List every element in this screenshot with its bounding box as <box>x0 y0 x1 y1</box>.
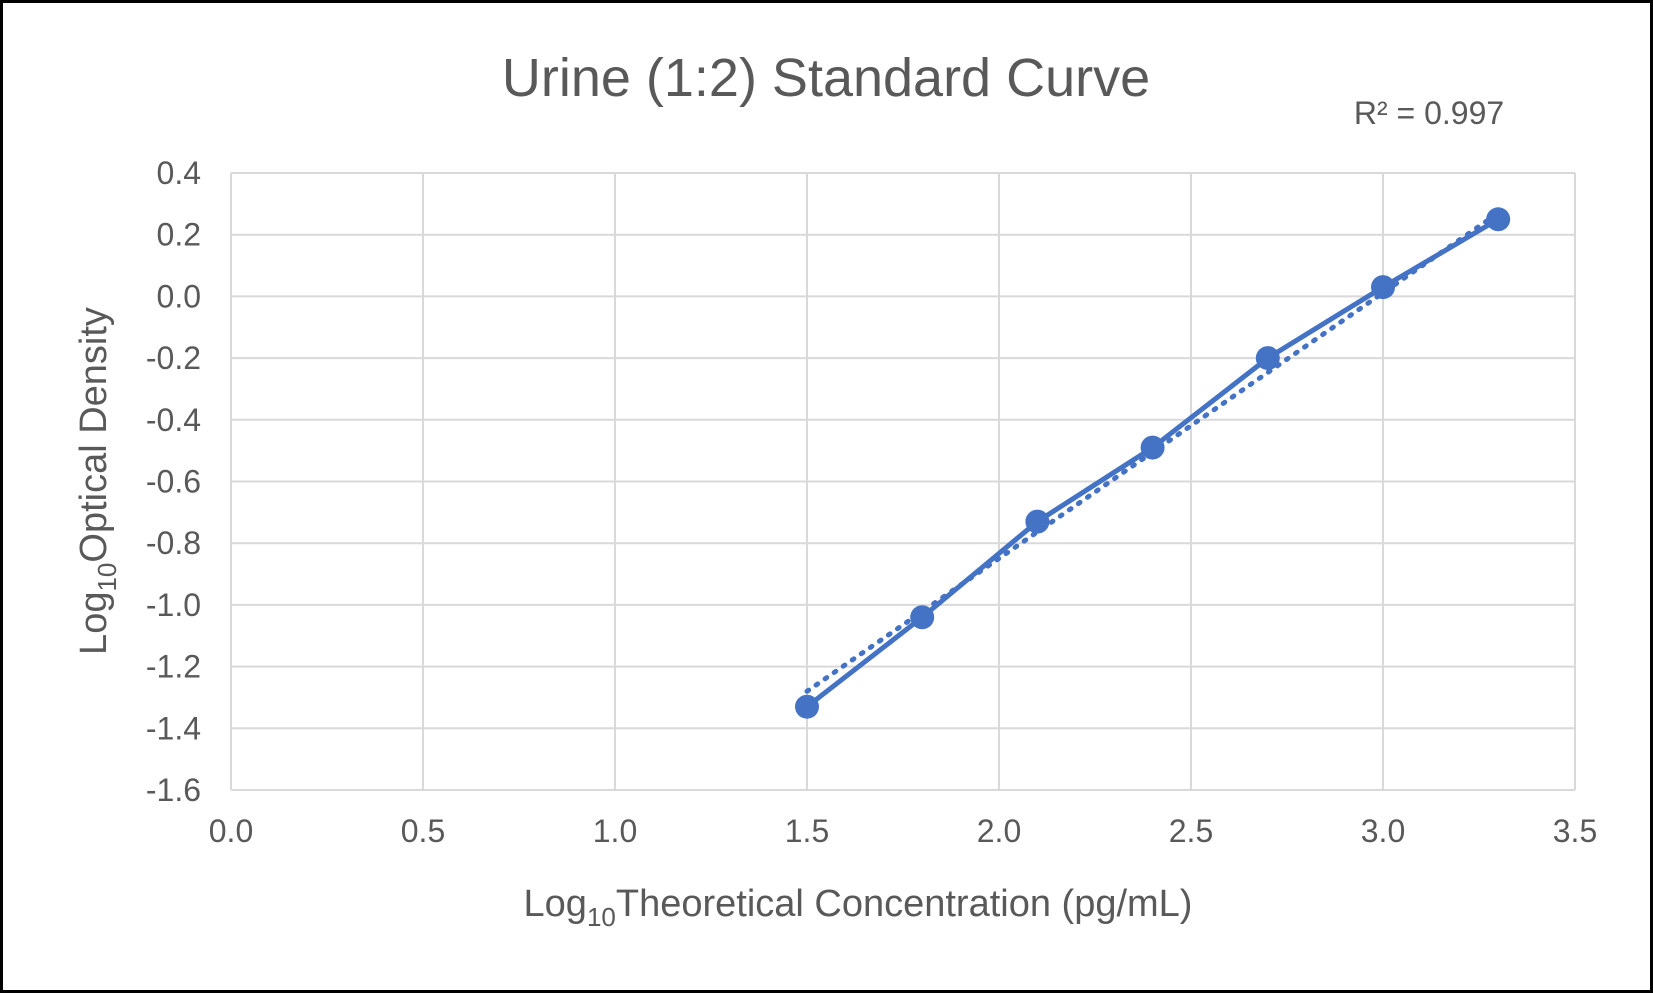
y-tick-labels: 0.4 0.2 0.0 -0.2 -0.4 -0.6 -0.8 -1.0 -1.2 -1.4 -1.… <box>146 155 201 808</box>
y-tick-label: -0.4 <box>146 402 201 438</box>
data-point <box>1255 346 1280 371</box>
y-tick-label: -0.6 <box>146 464 201 500</box>
data-point <box>1025 509 1050 534</box>
x-tick-label: 3.5 <box>1553 813 1597 849</box>
x-tick-label: 2.0 <box>977 813 1021 849</box>
y-tick-label: 0.4 <box>157 155 201 191</box>
data-point <box>1371 275 1395 300</box>
y-tick-label: 0.2 <box>157 217 201 253</box>
y-tick-label: -1.4 <box>146 710 201 746</box>
x-tick-label: 2.5 <box>1169 813 1213 849</box>
x-axis-label: Log10Theoretical Concentration (pg/mL) <box>524 883 1193 932</box>
y-tick-label: 0.0 <box>157 278 201 314</box>
data-series <box>795 207 1511 719</box>
y-axis-label-prefix: Log <box>73 592 115 655</box>
x-axis-label-text: Theoretical Concentration (pg/mL) <box>616 883 1193 925</box>
data-point <box>1140 435 1165 460</box>
x-tick-label: 3.0 <box>1361 813 1405 849</box>
y-tick-label: -0.8 <box>146 525 201 561</box>
y-tick-label: -1.2 <box>146 649 201 685</box>
y-tick-label: -1.0 <box>146 587 201 623</box>
standard-curve-chart: 0.0 0.5 1.0 1.5 2.0 2.5 3.0 3.5 0.4 0.2 0.0 -0.2 -0… <box>73 48 1597 932</box>
r-squared-annotation: R² = 0.997 <box>1354 95 1504 131</box>
series-line <box>805 217 1500 709</box>
y-tick-label: -0.2 <box>146 340 201 376</box>
x-axis-label-subscript: 10 <box>587 902 616 932</box>
y-axis-label-text: Optical Density <box>73 307 115 563</box>
y-axis-label-subscript: 10 <box>92 563 122 592</box>
y-axis-label: Log10Optical Density <box>73 307 122 655</box>
x-tick-label: 0.0 <box>209 813 253 849</box>
x-axis-label-prefix: Log <box>524 883 587 925</box>
x-tick-label: 0.5 <box>401 813 445 849</box>
gridlines <box>230 172 1576 791</box>
chart-title: Urine (1:2) Standard Curve <box>502 48 1150 108</box>
y-tick-label: -1.6 <box>146 772 201 808</box>
x-tick-labels: 0.0 0.5 1.0 1.5 2.0 2.5 3.0 3.5 <box>209 813 1597 849</box>
x-tick-label: 1.5 <box>785 813 829 849</box>
data-point <box>1486 207 1511 232</box>
data-point <box>910 605 935 630</box>
data-point <box>795 694 819 719</box>
x-tick-label: 1.0 <box>593 813 637 849</box>
